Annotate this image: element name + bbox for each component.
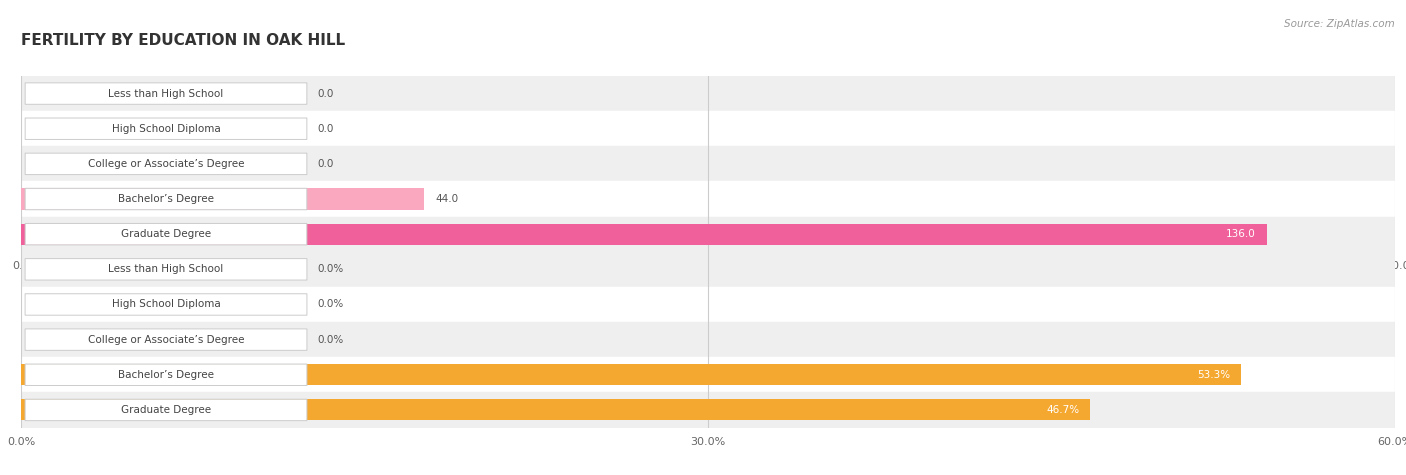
FancyBboxPatch shape <box>25 329 307 351</box>
Bar <box>21 287 1395 322</box>
Text: Graduate Degree: Graduate Degree <box>121 405 211 415</box>
Text: Bachelor’s Degree: Bachelor’s Degree <box>118 370 214 380</box>
Text: 0.0%: 0.0% <box>318 299 344 310</box>
Bar <box>21 364 1241 385</box>
Bar <box>21 224 1267 245</box>
Text: College or Associate’s Degree: College or Associate’s Degree <box>87 334 245 345</box>
Bar <box>21 357 1395 392</box>
Bar <box>21 146 1395 181</box>
Text: Source: ZipAtlas.com: Source: ZipAtlas.com <box>1284 19 1395 29</box>
FancyBboxPatch shape <box>25 364 307 386</box>
Text: Bachelor’s Degree: Bachelor’s Degree <box>118 194 214 204</box>
Text: 46.7%: 46.7% <box>1046 405 1080 415</box>
Text: 136.0: 136.0 <box>1226 229 1256 239</box>
FancyBboxPatch shape <box>25 223 307 245</box>
Bar <box>21 392 1395 428</box>
FancyBboxPatch shape <box>25 188 307 210</box>
FancyBboxPatch shape <box>25 258 307 280</box>
Text: Less than High School: Less than High School <box>108 264 224 275</box>
FancyBboxPatch shape <box>25 118 307 140</box>
Bar <box>21 217 1395 252</box>
Text: FERTILITY BY EDUCATION IN OAK HILL: FERTILITY BY EDUCATION IN OAK HILL <box>21 33 346 48</box>
Text: College or Associate’s Degree: College or Associate’s Degree <box>87 159 245 169</box>
FancyBboxPatch shape <box>25 399 307 421</box>
Text: 44.0: 44.0 <box>434 194 458 204</box>
Bar <box>21 181 1395 217</box>
Bar <box>21 189 425 209</box>
Text: High School Diploma: High School Diploma <box>111 299 221 310</box>
Bar <box>21 399 1090 420</box>
Bar <box>21 252 1395 287</box>
Text: 0.0: 0.0 <box>318 124 335 134</box>
FancyBboxPatch shape <box>25 83 307 104</box>
Text: 0.0: 0.0 <box>318 88 335 99</box>
Text: High School Diploma: High School Diploma <box>111 124 221 134</box>
Text: 53.3%: 53.3% <box>1198 370 1230 380</box>
Bar <box>21 76 1395 111</box>
Text: 0.0%: 0.0% <box>318 264 344 275</box>
FancyBboxPatch shape <box>25 153 307 175</box>
Text: Graduate Degree: Graduate Degree <box>121 229 211 239</box>
Text: 0.0: 0.0 <box>318 159 335 169</box>
Bar <box>21 111 1395 146</box>
FancyBboxPatch shape <box>25 294 307 315</box>
Text: 0.0%: 0.0% <box>318 334 344 345</box>
Bar <box>21 322 1395 357</box>
Text: Less than High School: Less than High School <box>108 88 224 99</box>
